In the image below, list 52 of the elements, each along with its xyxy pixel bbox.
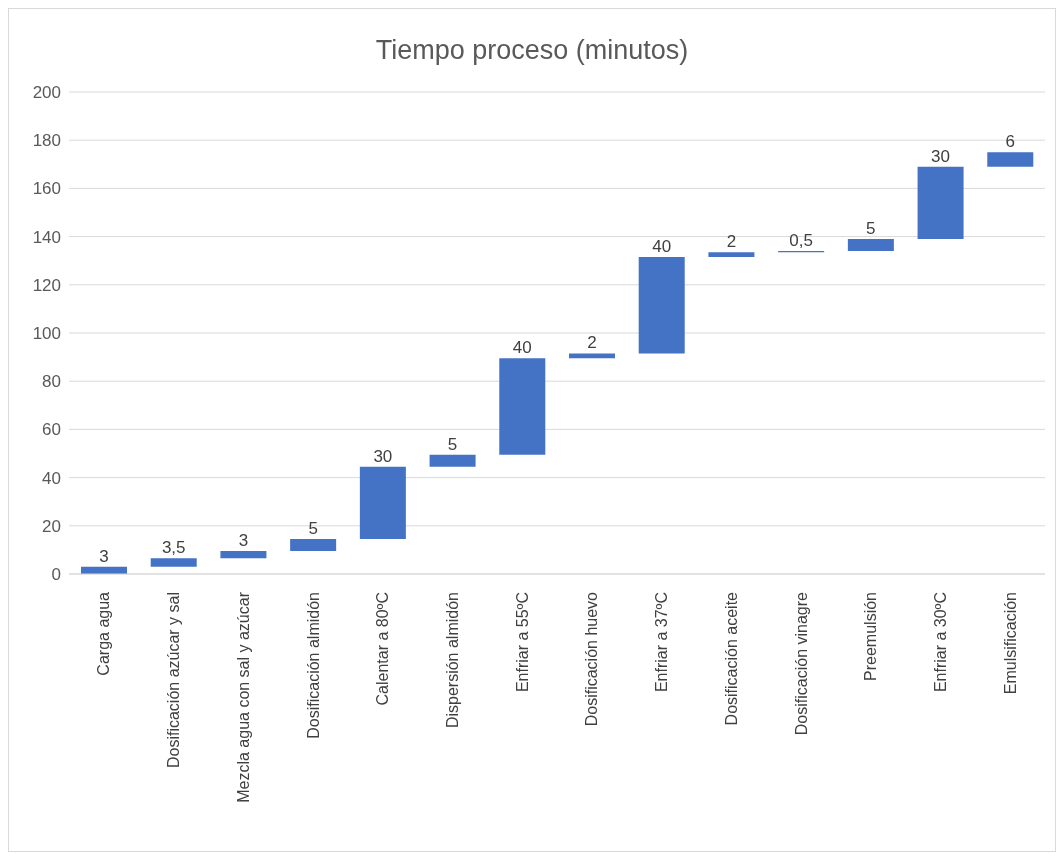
x-tick-label: Dosificación almidón xyxy=(304,592,322,739)
bar xyxy=(150,558,197,567)
data-label: 3 xyxy=(99,546,109,566)
bar xyxy=(987,152,1034,167)
y-tick-label: 20 xyxy=(42,516,61,536)
data-label: 2 xyxy=(726,232,737,252)
y-tick-label: 160 xyxy=(32,179,61,199)
bar xyxy=(429,454,476,467)
data-label: 3 xyxy=(238,531,249,551)
x-tick-label: Dosificación huevo xyxy=(583,591,601,727)
y-tick-label: 0 xyxy=(51,565,61,585)
data-label: 5 xyxy=(447,434,458,454)
y-tick-label: 80 xyxy=(42,372,61,392)
x-tick-label: Mezcla agua con sal y azúcar xyxy=(234,591,252,803)
x-tick-label: Dosificación azúcar y sal xyxy=(165,592,183,769)
bar xyxy=(638,257,685,354)
y-tick-label: 40 xyxy=(42,468,61,488)
data-label: 40 xyxy=(512,338,532,358)
x-tick-label: Carga agua xyxy=(95,591,113,676)
y-tick-label: 120 xyxy=(32,275,61,295)
x-tick-label: Enfriar a 30ºC xyxy=(931,592,949,693)
data-label: 2 xyxy=(587,333,597,353)
data-label: 30 xyxy=(931,146,951,166)
data-label: 30 xyxy=(373,446,393,466)
x-tick-label: Enfriar a 55ºC xyxy=(513,592,531,693)
chart-title: Tiempo proceso (minutos) xyxy=(374,34,690,67)
bar xyxy=(359,466,406,540)
bar xyxy=(220,551,267,559)
bar xyxy=(499,358,546,455)
y-tick-label: 60 xyxy=(42,420,61,440)
x-tick-label: Calentar a 80ºC xyxy=(374,592,392,706)
bar xyxy=(569,353,615,359)
x-tick-label: Dispersión almidón xyxy=(443,592,461,729)
y-tick-label: 180 xyxy=(32,131,61,151)
data-label: 0,5 xyxy=(789,231,813,251)
data-label: 5 xyxy=(866,219,876,239)
bar xyxy=(847,239,894,252)
data-label: 40 xyxy=(652,237,672,257)
x-tick-label: Dosificación vinagre xyxy=(792,591,810,736)
x-tick-label: Dosificación aceite xyxy=(722,591,740,726)
bar xyxy=(917,166,964,240)
bar xyxy=(290,539,337,552)
data-label: 5 xyxy=(308,519,318,539)
x-tick-label: Enfriar a 37ºC xyxy=(653,592,671,693)
data-label: 3,5 xyxy=(161,538,186,558)
y-tick-label: 100 xyxy=(32,324,61,344)
y-tick-label: 140 xyxy=(32,227,61,247)
y-tick-label: 200 xyxy=(32,83,61,103)
x-tick-label: Emulsificación xyxy=(1001,592,1019,695)
x-tick-label: Preemulsión xyxy=(862,592,880,681)
data-label: 6 xyxy=(1005,132,1016,152)
bar xyxy=(708,252,755,258)
